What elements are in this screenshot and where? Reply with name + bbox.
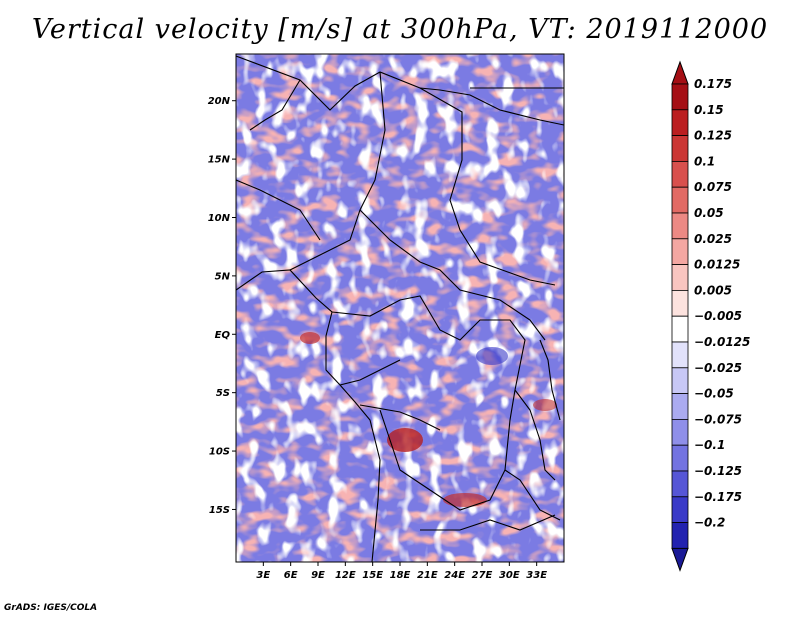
colorbar-label: 0.15: [694, 103, 724, 117]
colorbar-swatch: [671, 83, 689, 111]
colorbar-swatch: [671, 135, 689, 162]
colorbar-label: −0.2: [694, 516, 725, 530]
footer-credit: GrADS: IGES/COLA: [4, 603, 98, 613]
ascent-core: [387, 428, 423, 452]
colorbar-label: −0.05: [694, 387, 734, 401]
lon-tick-label: 27E: [472, 570, 493, 581]
lon-tick-label: 33E: [526, 570, 547, 581]
colorbar-swatch: [671, 418, 689, 446]
lon-tick-label: 6E: [284, 570, 298, 581]
lon-tick-label: 12E: [335, 570, 356, 581]
colorbar-swatch: [671, 264, 689, 291]
lat-tick-label: 5N: [215, 271, 231, 282]
colorbar-bottom-arrow: [671, 547, 689, 572]
colorbar-label: −0.125: [694, 464, 742, 478]
lon-tick-label: 15E: [362, 570, 383, 581]
colorbar-label: 0.075: [694, 180, 732, 194]
lon-tick-label: 24E: [444, 570, 465, 581]
colorbar-label: −0.0125: [694, 335, 750, 349]
colorbar-swatch: [671, 522, 689, 549]
colorbar-swatch: [671, 393, 689, 420]
lat-tick-label: EQ: [215, 330, 231, 341]
colorbar-swatch: [671, 315, 689, 343]
colorbar-label: 0.1: [694, 154, 715, 168]
colorbar-label: 0.05: [694, 206, 724, 220]
colorbar-label: −0.1: [694, 438, 725, 452]
colorbar-swatch: [671, 470, 689, 498]
lat-tick-label: 15S: [209, 505, 230, 516]
colorbar-label: 0.175: [694, 77, 732, 91]
colorbar-swatch: [671, 160, 689, 188]
colorbar-label: 0.025: [694, 232, 732, 246]
colorbar-top-arrow: [671, 60, 689, 85]
colorbar-swatch: [671, 186, 689, 214]
lat-tick-label: 10N: [208, 213, 231, 224]
colorbar-swatch: [671, 444, 689, 472]
colorbar-swatch: [671, 238, 689, 266]
ascent-core: [443, 493, 487, 507]
lon-axis: 3E 6E 9E 12E 15E 18E 21E 24E 27E 30E 33E: [256, 562, 547, 581]
colorbar-swatch: [671, 212, 689, 240]
lon-tick-label: 21E: [417, 570, 438, 581]
colorbar-swatch: [671, 496, 689, 523]
coastlines-borders: [236, 55, 564, 562]
colorbar-label: −0.075: [694, 412, 742, 426]
colorbar-swatch: [671, 341, 689, 369]
colorbar-swatch: [671, 367, 689, 394]
colorbar-swatch: [671, 289, 689, 317]
ascent-core: [300, 332, 320, 344]
lon-tick-label: 3E: [256, 570, 270, 581]
map-field: [236, 54, 564, 562]
lon-tick-label: 18E: [390, 570, 411, 581]
lat-tick-label: 5S: [216, 388, 230, 399]
lat-tick-label: 20N: [208, 96, 231, 107]
descent-core: [476, 347, 508, 365]
colorbar-swatch: [671, 109, 689, 137]
lat-tick-label: 10S: [209, 447, 230, 458]
chart-title: Vertical velocity [m/s] at 300hPa, VT: 2…: [31, 14, 769, 45]
lat-axis: 20N 15N 10N 5N EQ 5S 10S 15S: [208, 96, 236, 516]
lat-tick-label: 15N: [208, 155, 231, 166]
colorbar-label: 0.125: [694, 129, 732, 143]
lon-tick-label: 30E: [499, 570, 520, 581]
colorbar-label: −0.025: [694, 361, 742, 375]
colorbar-label: −0.005: [694, 309, 742, 323]
colorbar-label: 0.005: [694, 283, 732, 297]
field-texture-white: [236, 54, 564, 562]
colorbar: 0.175 0.15 0.125 0.1 0.075 0.05 0.025 0.0125 0.0…: [671, 60, 750, 572]
ascent-core: [533, 399, 557, 411]
colorbar-label: 0.0125: [694, 258, 740, 272]
colorbar-label: −0.175: [694, 490, 742, 504]
lon-tick-label: 9E: [311, 570, 325, 581]
